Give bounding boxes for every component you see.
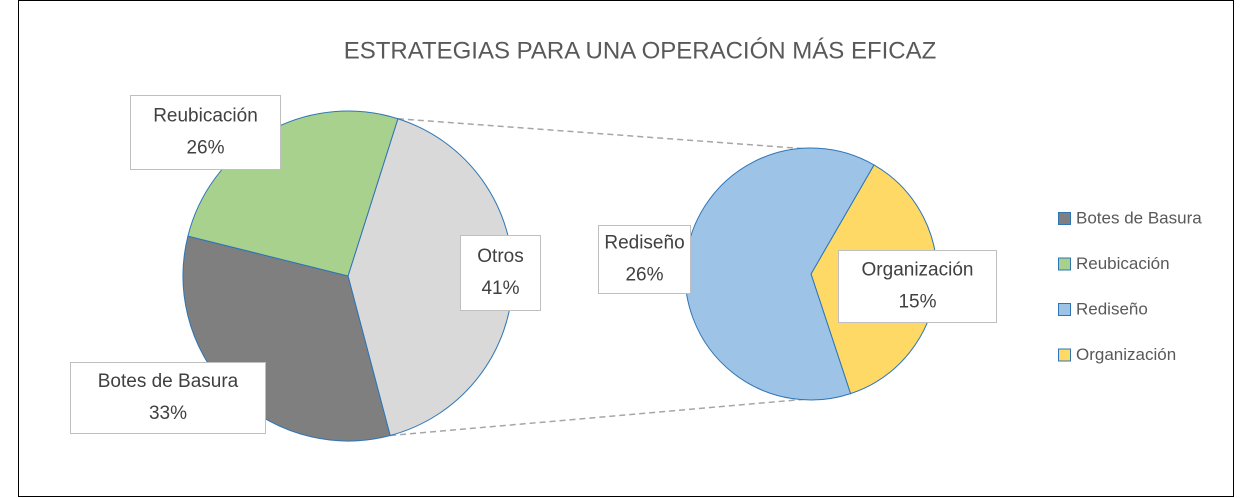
data-label-box bbox=[460, 235, 541, 311]
data-label-name: Otros bbox=[477, 246, 523, 267]
data-label-value: 26% bbox=[625, 265, 663, 286]
data-label-name: Organización bbox=[862, 260, 974, 281]
data-label-name: Reubicación bbox=[153, 106, 258, 127]
legend-swatch bbox=[1058, 348, 1071, 362]
data-label-value: 26% bbox=[186, 138, 224, 159]
legend-label: Rediseño bbox=[1076, 299, 1148, 318]
connector-line bbox=[397, 117, 809, 150]
chart-title: ESTRATEGIAS PARA UNA OPERACIÓN MÁS EFICA… bbox=[344, 37, 937, 64]
data-label-box bbox=[130, 95, 281, 170]
data-label-box bbox=[838, 250, 997, 323]
data-label-value: 15% bbox=[898, 292, 936, 313]
legend-label: Organización bbox=[1076, 345, 1176, 364]
data-label-name: Rediseño bbox=[604, 233, 684, 254]
legend-label: Botes de Basura bbox=[1076, 208, 1202, 227]
legend-label: Reubicación bbox=[1076, 254, 1170, 273]
legend-swatch bbox=[1058, 212, 1071, 225]
data-label-value: 33% bbox=[149, 403, 187, 424]
data-label-box bbox=[598, 225, 691, 294]
data-label-name: Botes de Basura bbox=[98, 371, 239, 392]
legend-swatch bbox=[1058, 257, 1071, 271]
legend-swatch bbox=[1058, 303, 1071, 316]
data-label-box bbox=[70, 362, 266, 434]
data-label-value: 41% bbox=[481, 278, 519, 299]
